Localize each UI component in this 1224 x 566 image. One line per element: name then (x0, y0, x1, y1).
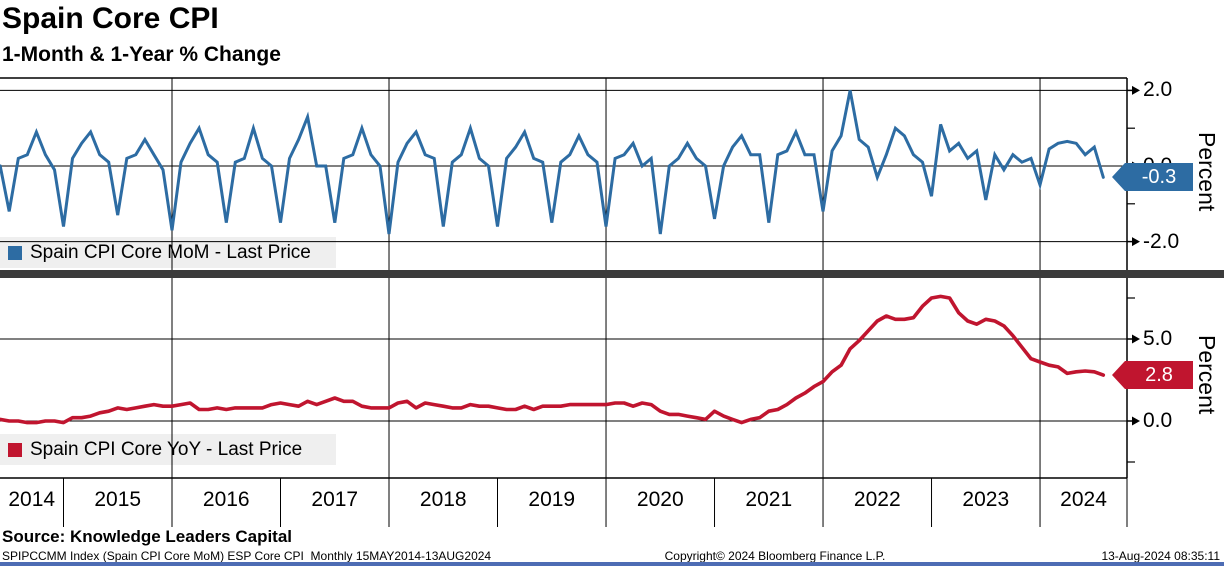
panel-separator (0, 270, 1224, 278)
page-title: Spain Core CPI (2, 2, 219, 35)
mom-line (0, 90, 1105, 235)
year-label: 2017 (311, 488, 359, 511)
page-subtitle: 1-Month & 1-Year % Change (2, 43, 281, 66)
year-label: 2019 (528, 488, 576, 511)
major-tick-arrow (1132, 416, 1140, 426)
year-label: 2016 (202, 488, 250, 511)
source-line: Source: Knowledge Leaders Capital (2, 527, 293, 546)
mom-last-price-badge: -0.3 (1112, 163, 1193, 191)
legend-yoy[interactable]: Spain CPI Core YoY - Last Price (0, 434, 336, 465)
cropped-highlight-row (0, 562, 1224, 566)
major-tick-arrow (1132, 334, 1140, 344)
y-tick-label: 2.0 (1143, 78, 1173, 102)
y-tick-label: 5.0 (1143, 327, 1173, 350)
bottom-axis-title: Percent (1194, 335, 1220, 415)
ticker-info: SPIPCCMM Index (Spain CPI Core MoM) ESP … (2, 549, 492, 563)
y-tick-label: 0.0 (1143, 409, 1173, 432)
legend-mom[interactable]: Spain CPI Core MoM - Last Price (0, 237, 336, 268)
year-label: 2021 (745, 488, 793, 511)
mom-legend-label: Spain CPI Core MoM - Last Price (30, 241, 311, 263)
year-label: 2018 (419, 488, 467, 511)
timestamp: 13-Aug-2024 08:35:11 (1101, 549, 1220, 563)
copyright-notice: Copyright© 2024 Bloomberg Finance L.P. (664, 549, 886, 563)
mom-legend-swatch (8, 245, 22, 260)
yoy-last-price-badge: 2.8 (1112, 361, 1193, 389)
yoy-legend-label: Spain CPI Core YoY - Last Price (30, 438, 303, 460)
year-label: 2015 (94, 488, 142, 511)
year-label: 2023 (962, 488, 1010, 511)
major-tick-arrow (1132, 85, 1140, 95)
y-tick-label: -2.0 (1143, 229, 1180, 253)
top-axis-title: Percent (1194, 132, 1220, 212)
year-label: 2024 (1060, 488, 1107, 511)
yoy-legend-swatch (8, 442, 22, 457)
yoy-line (0, 294, 1106, 425)
year-label: 2014 (8, 488, 56, 511)
year-label: 2022 (853, 488, 901, 511)
year-label: 2020 (636, 488, 684, 511)
major-tick-arrow (1132, 237, 1140, 247)
